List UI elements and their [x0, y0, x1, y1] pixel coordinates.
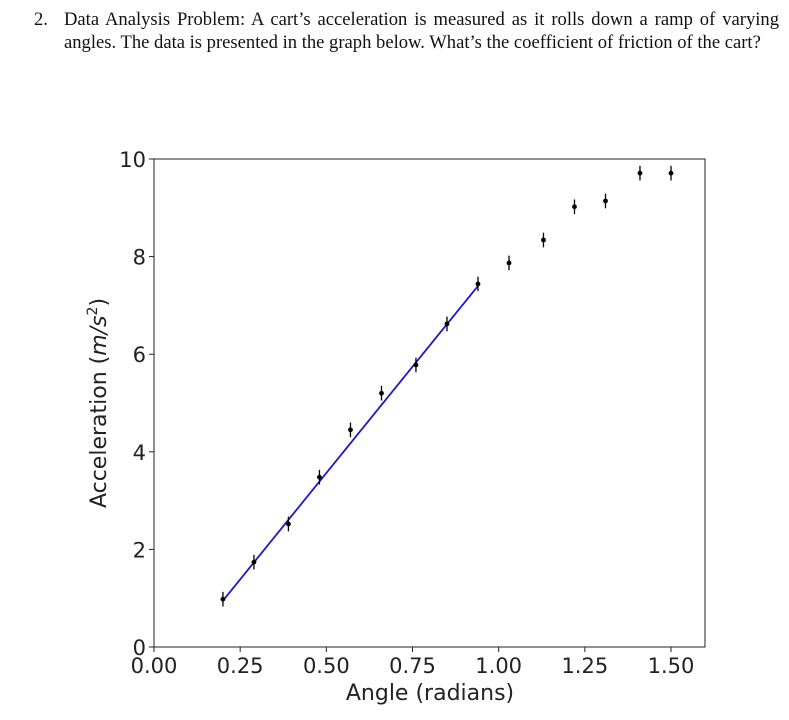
x-tick-label: 0.25: [217, 654, 264, 678]
data-marker: [220, 596, 226, 602]
data-marker: [637, 170, 643, 176]
data-marker: [668, 170, 674, 176]
data-point: [572, 199, 577, 215]
x-tick-label: 0.00: [131, 654, 178, 678]
y-tick-label: 8: [133, 246, 146, 270]
data-point: [413, 357, 419, 373]
data-point: [637, 165, 643, 181]
data-marker: [413, 362, 419, 368]
data-point: [220, 591, 226, 607]
y-tick-label: 0: [133, 636, 146, 660]
plot-frame: [153, 158, 706, 648]
data-point: [286, 516, 291, 532]
data-point: [444, 316, 450, 332]
data-point: [475, 276, 481, 292]
data-marker: [541, 237, 546, 243]
data-point: [668, 165, 674, 181]
data-marker: [475, 281, 481, 287]
data-marker: [348, 427, 353, 433]
data-marker: [286, 521, 291, 527]
axis-ticks: 0.00 0.25 0.50 0.75 1.00 1.25 1.50 0 2 4 6 8 10: [119, 148, 694, 678]
problem-text: Data Analysis Problem: A cart’s accelera…: [64, 9, 779, 53]
problem-statement: 2. Data Analysis Problem: A cart’s accel…: [34, 8, 779, 54]
data-marker: [444, 321, 450, 327]
x-tick-label: 0.50: [303, 654, 350, 678]
x-tick-label: 1.00: [475, 654, 522, 678]
data-point: [506, 255, 512, 271]
x-axis-label: Angle (radians): [346, 681, 514, 706]
problem-number: 2.: [34, 9, 48, 30]
data-point: [348, 422, 353, 438]
data-point: [251, 554, 257, 570]
data-marker: [506, 260, 512, 266]
y-tick-label: 6: [133, 343, 146, 367]
fit-line: [222, 285, 479, 602]
data-marker: [603, 198, 608, 204]
y-axis-label: Acceleration (m/s2): [85, 298, 112, 508]
data-point: [317, 469, 322, 485]
data-marker: [317, 474, 322, 480]
x-tick-label: 1.25: [561, 654, 608, 678]
data-marker: [572, 204, 577, 210]
data-point: [541, 232, 546, 248]
x-tick-label: 0.75: [389, 654, 436, 678]
y-tick-label: 10: [119, 148, 146, 172]
data-point: [603, 193, 608, 209]
data-marker: [379, 390, 384, 396]
data-marker: [251, 559, 257, 565]
linear-fit-line: [222, 285, 479, 602]
x-tick-label: 1.50: [648, 654, 695, 678]
data-points: [220, 165, 674, 607]
y-tick-label: 2: [133, 538, 146, 562]
data-point: [379, 385, 384, 401]
y-tick-label: 4: [133, 441, 146, 465]
